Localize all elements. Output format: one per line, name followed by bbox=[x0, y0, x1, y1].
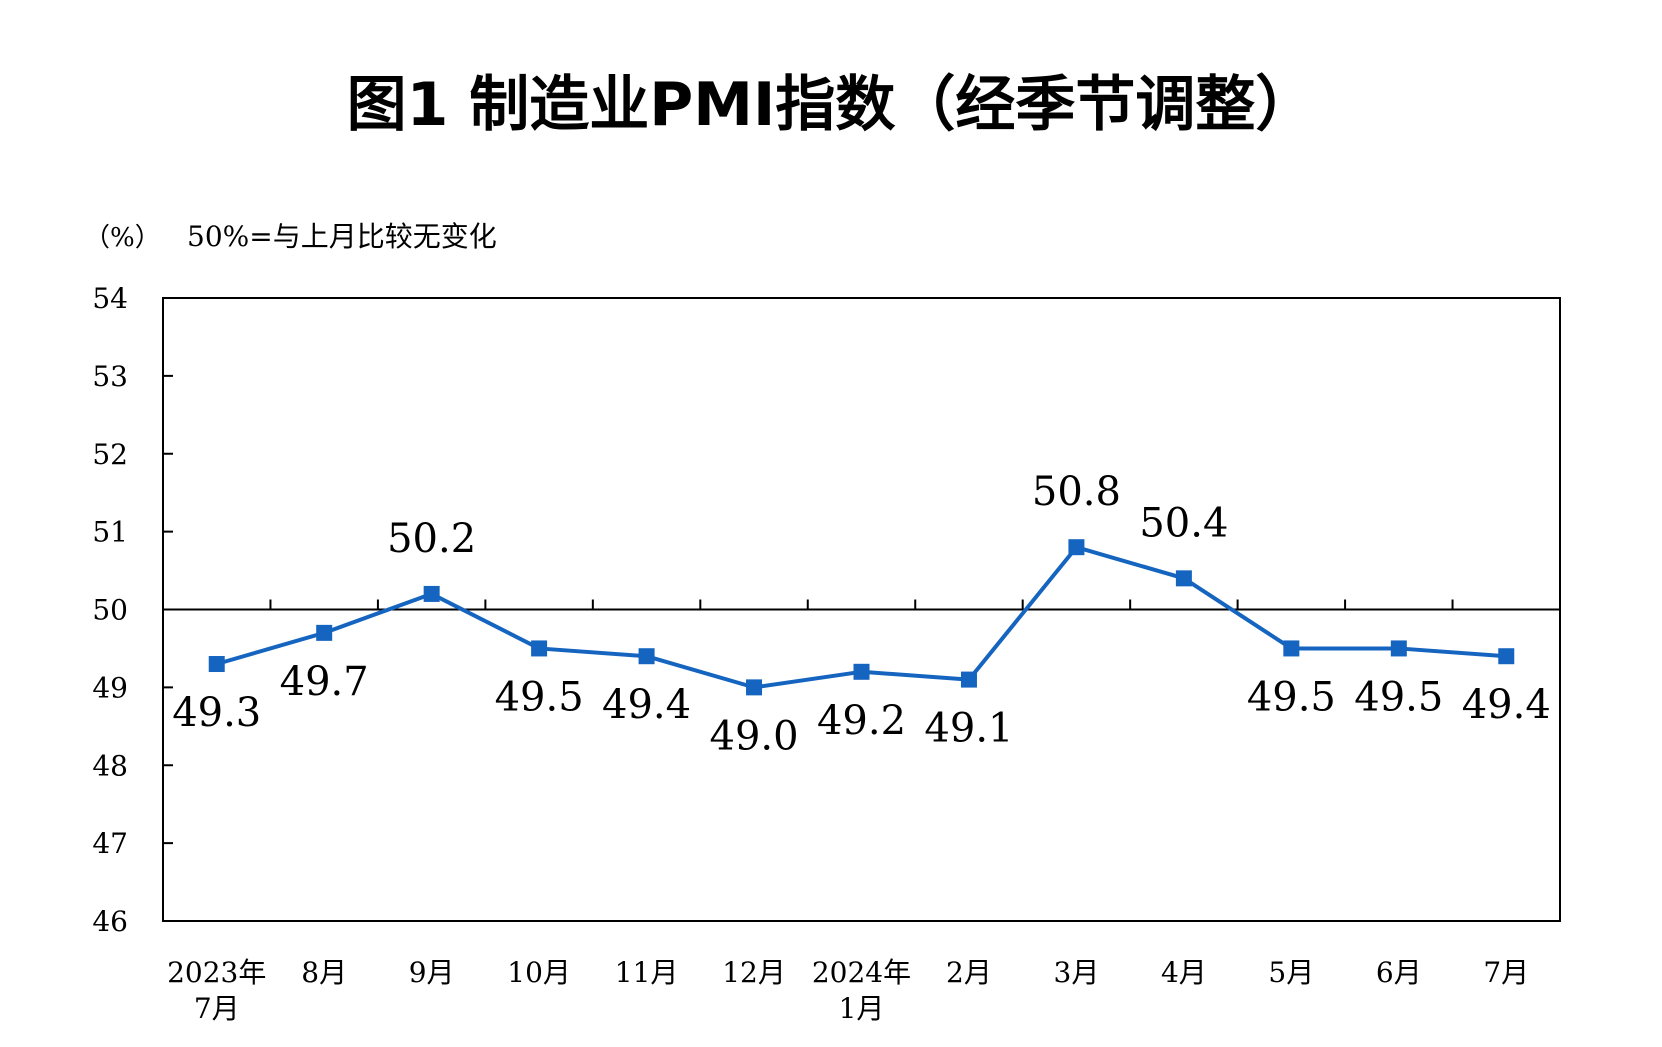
x-tick-label: 5月 bbox=[1268, 956, 1314, 989]
pmi-data-labels: 49.3 49.7 50.2 49.5 49.4 49.0 49.2 49.1 50.8 50.4… bbox=[172, 469, 1551, 759]
data-label: 49.1 bbox=[924, 706, 1013, 752]
y-tick-label: 47 bbox=[92, 827, 128, 860]
data-label: 49.4 bbox=[1462, 682, 1551, 728]
data-label: 49.5 bbox=[495, 674, 584, 720]
data-point bbox=[531, 640, 548, 657]
data-label: 50.8 bbox=[1032, 469, 1121, 515]
pmi-markers bbox=[208, 539, 1515, 696]
chart-title: 图1 制造业PMI指数（经季节调整） bbox=[347, 70, 1316, 140]
x-tick-label: 11月 bbox=[615, 956, 679, 989]
y-tick-label: 53 bbox=[92, 360, 128, 393]
unit-label: （%） bbox=[84, 223, 161, 253]
y-tick-label: 46 bbox=[92, 905, 128, 938]
x-tick-label: 7月 bbox=[194, 992, 240, 1025]
data-point bbox=[1283, 640, 1300, 657]
reference-note: 50%=与上月比较无变化 bbox=[187, 220, 497, 253]
y-tick-label: 49 bbox=[92, 671, 128, 704]
data-point bbox=[1390, 640, 1407, 657]
x-tick-label: 2024年 bbox=[812, 956, 911, 989]
data-point bbox=[423, 585, 440, 602]
y-tick-label: 50 bbox=[92, 594, 128, 627]
data-label: 49.0 bbox=[710, 713, 799, 759]
data-point bbox=[1175, 570, 1192, 587]
data-point bbox=[746, 679, 763, 696]
x-tick-label: 9月 bbox=[409, 956, 455, 989]
data-label: 49.4 bbox=[602, 682, 691, 728]
data-point bbox=[1498, 648, 1515, 665]
data-point bbox=[853, 663, 870, 680]
data-label: 49.2 bbox=[817, 698, 906, 744]
x-tick-label: 10月 bbox=[507, 956, 571, 989]
data-point bbox=[960, 671, 977, 688]
data-point bbox=[316, 624, 333, 641]
x-tick-label: 7月 bbox=[1483, 956, 1529, 989]
y-axis: 46 47 48 49 50 51 52 53 54 bbox=[92, 282, 173, 938]
data-label: 50.4 bbox=[1139, 500, 1228, 546]
x-tick-label: 3月 bbox=[1054, 956, 1100, 989]
y-tick-label: 54 bbox=[92, 282, 128, 315]
data-point bbox=[1068, 539, 1085, 556]
data-label: 49.3 bbox=[172, 690, 261, 736]
data-label: 49.7 bbox=[280, 659, 369, 705]
data-label: 50.2 bbox=[387, 516, 476, 562]
x-tick-label: 2023年 bbox=[167, 956, 266, 989]
y-tick-label: 51 bbox=[92, 516, 128, 549]
x-tick-label: 4月 bbox=[1161, 956, 1207, 989]
x-tick-label: 6月 bbox=[1376, 956, 1422, 989]
x-tick-label: 12月 bbox=[722, 956, 786, 989]
y-tick-label: 48 bbox=[92, 749, 128, 782]
x-tick-label: 2月 bbox=[946, 956, 992, 989]
y-tick-label: 52 bbox=[92, 438, 128, 471]
x-tick-label: 1月 bbox=[839, 992, 885, 1025]
data-label: 49.5 bbox=[1354, 674, 1443, 720]
x-tick-label: 8月 bbox=[301, 956, 347, 989]
data-point bbox=[208, 656, 225, 673]
data-label: 49.5 bbox=[1247, 674, 1336, 720]
data-point bbox=[638, 648, 655, 665]
